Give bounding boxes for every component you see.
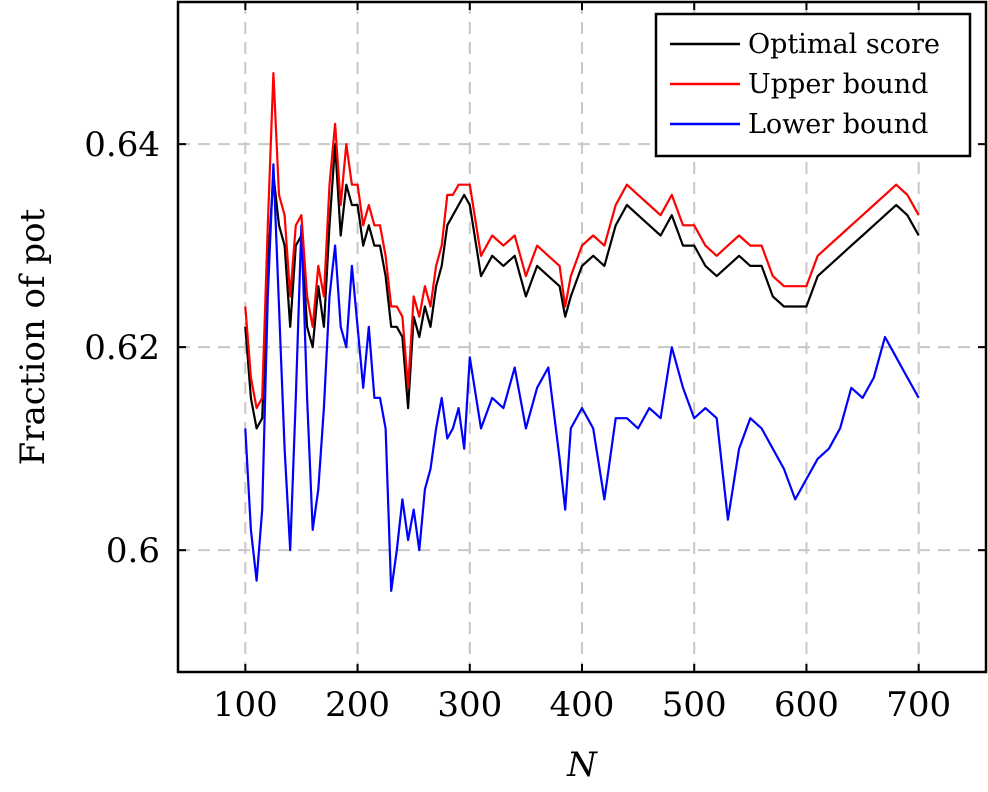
series-line-lower-bound: [244, 163, 920, 592]
legend-entry-lower-bound: Lower bound: [748, 109, 928, 140]
y-tick-label: 0.6: [106, 531, 160, 571]
y-tick-label: 0.64: [84, 125, 160, 165]
x-tick-label: 100: [213, 685, 278, 725]
legend-entry-upper-bound: Upper bound: [748, 69, 928, 100]
series-line-upper-bound: [244, 71, 920, 410]
x-tick-label: 300: [437, 685, 502, 725]
ticks: [178, 2, 986, 672]
x-axis-label: N: [566, 745, 598, 785]
x-tick-label: 200: [325, 685, 390, 725]
series-layer: [244, 71, 920, 592]
y-tick-label: 0.62: [84, 328, 160, 368]
series-line-optimal-score: [244, 143, 920, 430]
x-tick-label: 700: [886, 685, 951, 725]
x-tick-label: 600: [774, 685, 839, 725]
legend: Optimal score Upper bound Lower bound: [654, 12, 972, 158]
tick-labels: 100 200 300 400 500 600 700 0.6 0.62 0.64: [84, 125, 951, 725]
x-tick-label: 500: [662, 685, 727, 725]
legend-entry-optimal-score: Optimal score: [748, 29, 940, 60]
y-axis-label: Fraction of pot: [13, 208, 53, 465]
x-tick-label: 400: [550, 685, 615, 725]
